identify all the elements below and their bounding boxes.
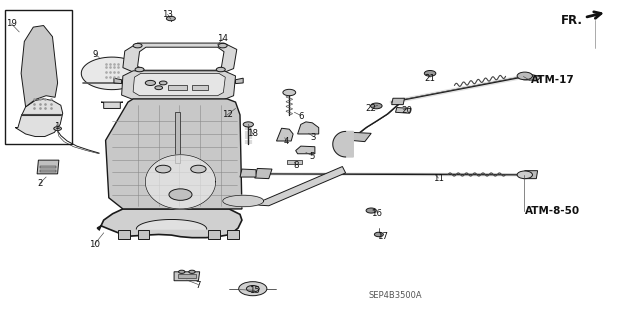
Circle shape: [374, 232, 383, 237]
Polygon shape: [298, 122, 319, 134]
Polygon shape: [296, 146, 315, 154]
Text: ATM-17: ATM-17: [531, 75, 575, 85]
Polygon shape: [97, 209, 242, 238]
Polygon shape: [40, 170, 56, 172]
Polygon shape: [276, 128, 293, 141]
Polygon shape: [122, 71, 236, 100]
Circle shape: [179, 270, 185, 273]
Text: 17: 17: [377, 232, 388, 241]
Circle shape: [371, 103, 382, 109]
Polygon shape: [333, 131, 353, 157]
Text: 22: 22: [365, 104, 377, 113]
Bar: [118, 230, 130, 239]
Circle shape: [218, 43, 227, 48]
Bar: [227, 230, 239, 239]
Text: 21: 21: [424, 74, 436, 83]
Polygon shape: [351, 132, 371, 142]
Text: 19: 19: [6, 19, 17, 28]
Bar: [138, 230, 149, 239]
Text: 11: 11: [433, 174, 444, 183]
Circle shape: [169, 189, 192, 200]
Polygon shape: [40, 166, 56, 168]
Polygon shape: [101, 102, 123, 108]
Circle shape: [135, 67, 144, 72]
Polygon shape: [81, 57, 143, 90]
Circle shape: [216, 67, 225, 72]
Circle shape: [243, 122, 253, 127]
Polygon shape: [255, 168, 272, 179]
Text: 7: 7: [196, 281, 201, 290]
Bar: [192, 85, 208, 90]
Text: 4: 4: [284, 137, 289, 146]
Text: 2: 2: [37, 179, 42, 188]
Polygon shape: [15, 99, 63, 137]
Polygon shape: [236, 78, 243, 84]
Polygon shape: [37, 160, 59, 174]
Text: 6: 6: [298, 112, 303, 121]
Circle shape: [133, 43, 142, 48]
Polygon shape: [21, 26, 58, 107]
Polygon shape: [253, 167, 346, 206]
Circle shape: [189, 270, 195, 273]
Polygon shape: [396, 108, 411, 113]
Polygon shape: [133, 73, 225, 96]
Text: 8: 8: [293, 161, 298, 170]
Circle shape: [239, 282, 267, 296]
Polygon shape: [524, 73, 541, 80]
Text: 20: 20: [401, 106, 412, 115]
Bar: [175, 112, 180, 163]
Circle shape: [166, 16, 175, 21]
Circle shape: [54, 127, 61, 130]
Text: FR.: FR.: [561, 14, 582, 27]
Circle shape: [366, 208, 376, 213]
Circle shape: [191, 165, 206, 173]
Text: 12: 12: [221, 110, 233, 119]
Circle shape: [517, 72, 532, 80]
Text: 3: 3: [311, 133, 316, 142]
Text: 9: 9: [92, 50, 97, 59]
Polygon shape: [136, 219, 207, 229]
Polygon shape: [138, 47, 224, 70]
Polygon shape: [223, 195, 264, 207]
Circle shape: [159, 81, 167, 85]
Text: 10: 10: [89, 240, 100, 249]
Bar: [208, 230, 220, 239]
Polygon shape: [114, 78, 122, 84]
Polygon shape: [123, 43, 237, 73]
Circle shape: [145, 80, 156, 85]
Bar: [168, 85, 187, 90]
Text: 16: 16: [371, 209, 382, 218]
Bar: [5, 10, 72, 144]
Text: 15: 15: [249, 286, 260, 295]
Polygon shape: [145, 155, 216, 209]
Circle shape: [283, 89, 296, 96]
Circle shape: [156, 165, 171, 173]
Text: 1: 1: [54, 122, 59, 130]
Text: 14: 14: [217, 34, 228, 43]
Circle shape: [246, 286, 259, 292]
Circle shape: [517, 171, 532, 179]
Text: 18: 18: [247, 130, 259, 138]
Text: ATM-8-50: ATM-8-50: [525, 206, 580, 216]
Circle shape: [155, 86, 163, 90]
Polygon shape: [178, 274, 196, 278]
Text: SEP4B3500A: SEP4B3500A: [369, 291, 422, 300]
Polygon shape: [392, 98, 404, 105]
Polygon shape: [240, 169, 256, 177]
Polygon shape: [106, 99, 242, 209]
Polygon shape: [524, 171, 538, 179]
Text: 13: 13: [162, 10, 173, 19]
Text: 5: 5: [310, 152, 315, 161]
Polygon shape: [287, 160, 302, 164]
Circle shape: [424, 70, 436, 76]
Polygon shape: [174, 272, 200, 281]
